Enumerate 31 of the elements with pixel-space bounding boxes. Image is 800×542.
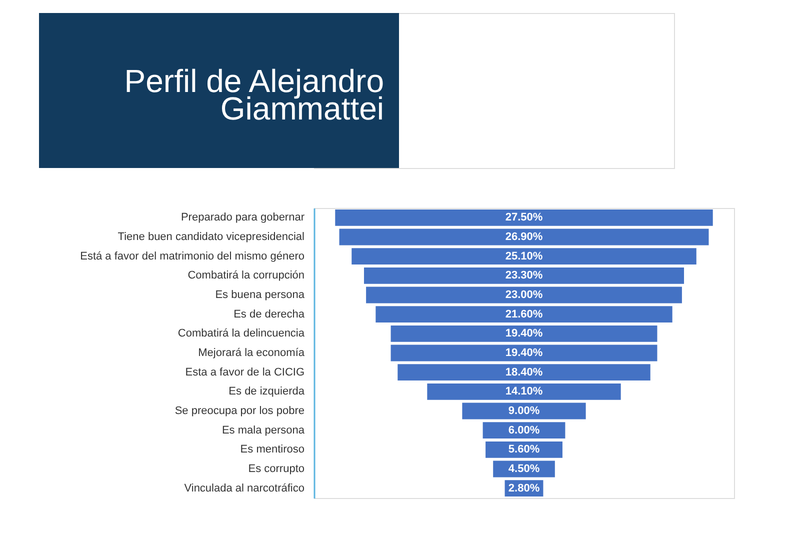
category-label: Está a favor del matrimonio del mismo género [80,250,304,262]
data-label: 23.00% [505,289,543,301]
category-label: Es corrupto [248,463,304,475]
data-label: 27.50% [505,212,543,224]
data-label: 9.00% [508,405,540,417]
data-label: 26.90% [505,231,543,243]
category-label: Vinculada al narcotráfico [184,482,304,494]
data-label: 18.40% [505,366,543,378]
data-label: 6.00% [508,424,540,436]
category-label: Es de izquierda [228,386,306,398]
category-label: Combatirá la delincuencia [178,328,306,340]
data-label: 25.10% [505,250,543,262]
text: Perfil de Alejandro Giammattei [124,62,384,126]
data-label: 21.60% [505,308,543,320]
category-label: Es de derecha [234,308,306,320]
data-label: 19.40% [505,347,543,359]
category-label: Se preocupa por los pobre [174,405,304,417]
data-label: 4.50% [508,463,540,475]
data-label: 2.80% [508,482,540,494]
data-label: 19.40% [505,328,543,340]
category-label: Es mentiroso [240,444,304,456]
category-label: Combatirá la corrupción [188,270,304,282]
category-label: Es mala persona [222,424,306,436]
category-label: Tiene buen candidato vicepresidencial [118,231,304,243]
data-label: 5.60% [508,444,540,456]
category-label: Mejorará la economía [198,347,306,359]
data-label: 14.10% [505,386,543,398]
category-label: Es buena persona [215,289,306,301]
data-label: 23.30% [505,270,543,282]
category-label: Esta a favor de la CICIG [185,366,304,378]
category-label: Preparado para gobernar [180,212,305,224]
